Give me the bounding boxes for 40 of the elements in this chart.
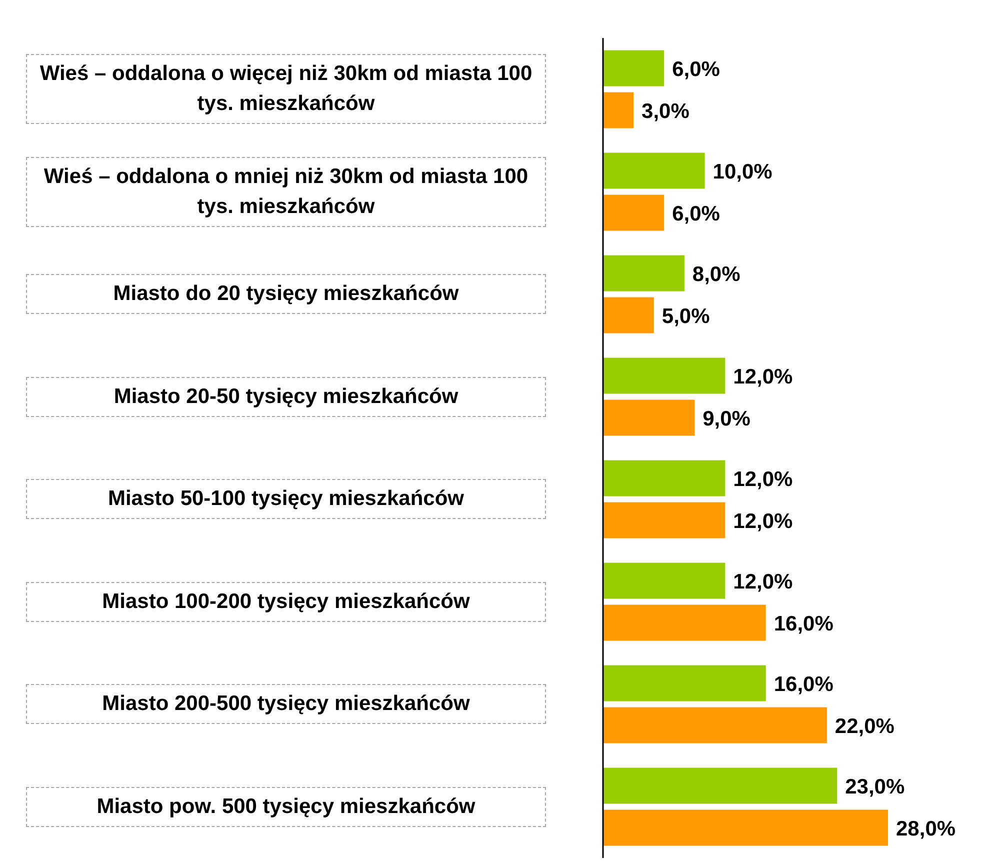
data-label: 22,0% [834, 714, 895, 738]
data-label: 16,0% [774, 612, 834, 636]
bar [603, 400, 695, 436]
bar [603, 665, 766, 702]
bar [603, 50, 664, 86]
data-label: 6,0% [672, 202, 720, 226]
bar [603, 502, 726, 538]
data-label: 6,0% [672, 58, 720, 81]
data-label: 16,0% [774, 672, 834, 696]
bar [603, 460, 726, 496]
label-frame: Miasto 200-500 tysięcy mieszkańców [26, 684, 546, 724]
bar [603, 562, 726, 599]
data-label: 12,0% [733, 468, 794, 491]
label-frame: Miasto pow. 500 tysięcy mieszkańców [26, 786, 546, 827]
data-label: 28,0% [896, 817, 956, 840]
data-label: 23,0% [845, 775, 905, 798]
label-frame: Miasto 50-100 tysięcy mieszkańców [26, 479, 546, 520]
bar [603, 768, 838, 804]
label-frame: Wieś – oddalona o mniej niż 30km od miasta 100 tys. mieszkańców [26, 156, 546, 227]
label-frame: Wieś – oddalona o więcej niż 30km od miasta 100 tys. mieszkańców [26, 54, 546, 124]
data-label: 12,0% [733, 365, 794, 388]
data-label: 12,0% [733, 510, 794, 533]
bar [603, 152, 705, 189]
data-label: 10,0% [712, 160, 773, 184]
label-frame: Miasto 100-200 tysięcy mieszkańców [26, 582, 546, 622]
bar [603, 358, 726, 394]
data-label: 5,0% [662, 304, 710, 328]
bar [603, 92, 634, 128]
data-label: 9,0% [702, 407, 751, 430]
label-frame: Miasto 20-50 tysięcy mieszkańców [26, 376, 546, 417]
bar [603, 810, 888, 846]
bar [603, 255, 684, 292]
bar [603, 297, 654, 334]
data-label: 12,0% [733, 570, 794, 594]
bar [603, 194, 664, 231]
label-frame: Miasto do 20 tysięcy mieszkańców [26, 274, 546, 314]
bar [603, 707, 827, 744]
data-label: 3,0% [642, 100, 690, 123]
bar [603, 604, 766, 641]
data-label: 8,0% [692, 262, 741, 286]
